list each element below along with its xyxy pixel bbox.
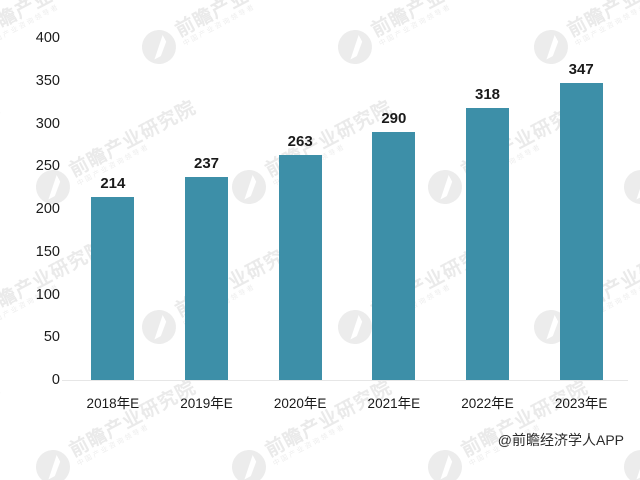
bar — [91, 197, 135, 380]
bar — [559, 83, 603, 380]
x-axis-tick-label: 2021年E — [367, 396, 421, 411]
bar-value-label: 318 — [474, 86, 501, 104]
bar-value-label: 237 — [193, 155, 220, 173]
y-axis-tick-label: 300 — [35, 115, 60, 132]
y-axis-tick-label: 350 — [35, 72, 60, 89]
x-axis-tick-label: 2019年E — [180, 396, 233, 411]
bar — [372, 132, 416, 380]
bar — [466, 108, 509, 380]
y-axis-tick-label: 400 — [35, 30, 60, 46]
bar-value-label: 214 — [100, 175, 126, 193]
bar-value-label: 263 — [287, 133, 313, 151]
credit-label: @前瞻经济学人APP — [497, 432, 624, 448]
y-axis-tick-label: 0 — [51, 372, 60, 388]
x-axis-tick-label: 2022年E — [461, 396, 514, 411]
y-axis-tick-label: 200 — [35, 201, 60, 217]
x-axis-tick-label: 2018年E — [86, 396, 140, 411]
axis-baseline — [62, 380, 628, 381]
y-axis-tick-label: 250 — [35, 158, 60, 175]
x-axis-tick-label: 2020年E — [273, 396, 327, 411]
y-axis: 0 50 100 150 200 250 300 350 400 — [8, 0, 60, 480]
bar-value-label: 347 — [568, 61, 594, 79]
y-axis-tick-label: 100 — [35, 286, 60, 303]
y-axis-tick-label: 50 — [43, 329, 60, 346]
x-axis-tick-label: 2023年E — [554, 396, 608, 411]
y-axis-tick-label: 150 — [35, 243, 60, 260]
bar — [278, 155, 322, 380]
bar-value-label: 290 — [381, 110, 407, 128]
bar — [185, 177, 228, 380]
